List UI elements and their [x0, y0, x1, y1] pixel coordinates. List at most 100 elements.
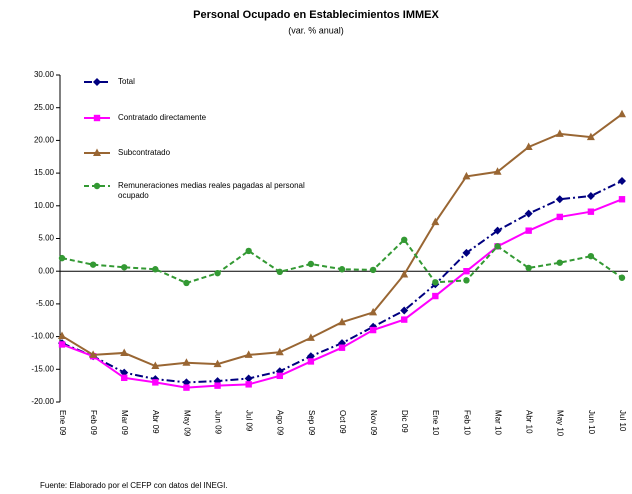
- data-point: [618, 176, 626, 185]
- x-tick-label: Abr 10: [525, 410, 534, 434]
- y-tick-label: 10.00: [34, 201, 55, 210]
- data-point: [121, 264, 128, 271]
- data-point: [89, 350, 98, 358]
- data-point: [463, 268, 470, 275]
- x-tick-label: Jul 09: [245, 410, 254, 432]
- data-point: [58, 331, 66, 339]
- data-point: [400, 269, 409, 278]
- data-point: [276, 268, 283, 276]
- x-tick-label: Oct 09: [338, 410, 347, 434]
- data-point: [556, 259, 563, 266]
- data-point: [214, 269, 221, 277]
- data-point: [307, 358, 315, 365]
- y-tick-label: 0.00: [38, 266, 54, 275]
- legend-label: Total: [118, 77, 135, 86]
- y-tick-label: -5.00: [36, 299, 55, 308]
- y-tick-label: -10.00: [31, 332, 54, 341]
- data-point: [244, 350, 253, 358]
- y-tick-label: -15.00: [31, 364, 54, 373]
- data-point: [525, 264, 532, 272]
- data-point: [493, 226, 502, 235]
- data-point: [89, 261, 97, 268]
- data-point: [431, 217, 440, 226]
- data-point: [400, 306, 409, 315]
- data-point: [338, 344, 346, 351]
- series-line: [61, 180, 623, 384]
- data-point: [432, 292, 439, 300]
- data-point: [494, 243, 501, 250]
- data-point: [152, 266, 159, 273]
- data-point: [276, 372, 283, 380]
- data-point: [338, 317, 346, 326]
- x-tick-label: Sep 09: [307, 410, 316, 436]
- data-point: [306, 333, 315, 341]
- x-tick-label: Nov 09: [369, 410, 378, 436]
- data-point: [618, 196, 626, 203]
- x-tick-label: Ene 09: [58, 410, 67, 436]
- x-tick-label: Feb 10: [462, 410, 471, 435]
- data-point: [182, 378, 191, 387]
- y-tick-label: 20.00: [34, 136, 55, 145]
- data-point: [432, 279, 439, 286]
- data-point: [183, 384, 190, 391]
- legend-marker: [93, 182, 101, 190]
- y-tick-label: 30.00: [34, 70, 55, 79]
- data-point: [587, 252, 595, 260]
- data-point: [462, 171, 471, 180]
- x-tick-label: Ene 10: [431, 410, 440, 436]
- x-tick-label: Jun 09: [213, 410, 222, 435]
- x-tick-label: Feb 09: [89, 410, 98, 435]
- data-point: [213, 359, 222, 368]
- data-point: [152, 379, 159, 386]
- data-point: [244, 374, 253, 383]
- data-point: [245, 247, 252, 255]
- data-point: [121, 374, 128, 382]
- chart-subtitle: (var. % anual): [288, 25, 344, 35]
- legend-label: Remuneraciones medias reales pagadas al …: [118, 181, 305, 200]
- x-tick-label: May 09: [182, 410, 191, 437]
- data-point: [463, 277, 470, 284]
- y-tick-label: 5.00: [38, 234, 54, 243]
- data-point: [586, 132, 595, 141]
- y-tick-label: 25.00: [34, 103, 55, 112]
- x-tick-label: Dic 09: [400, 410, 409, 433]
- data-point: [401, 236, 408, 244]
- x-tick-label: Jul 10: [618, 410, 627, 432]
- chart-title: Personal Ocupado en Establecimientos IMM…: [193, 9, 439, 21]
- data-point: [183, 279, 190, 287]
- y-tick-label: -20.00: [31, 397, 54, 406]
- legend-label: Contratado directamente: [118, 113, 207, 122]
- data-point: [462, 248, 471, 257]
- legend-label: Subcontratado: [118, 148, 171, 157]
- data-point: [618, 109, 626, 118]
- series-line: [61, 238, 623, 285]
- data-point: [555, 129, 564, 137]
- data-point: [306, 352, 315, 361]
- data-point: [120, 368, 129, 377]
- data-point: [182, 358, 191, 366]
- x-tick-label: Mar 09: [120, 410, 129, 435]
- data-point: [307, 260, 315, 268]
- data-point: [618, 274, 626, 281]
- data-point: [120, 348, 129, 356]
- data-point: [275, 347, 284, 356]
- data-point: [338, 266, 346, 273]
- source-note: Fuente: Elaborado por el CEFP con datos …: [40, 481, 228, 490]
- data-point: [493, 167, 502, 175]
- legend-marker: [93, 78, 101, 86]
- x-tick-label: Ago 09: [276, 410, 285, 436]
- data-point: [556, 213, 563, 221]
- data-point: [58, 254, 66, 262]
- data-point: [58, 341, 66, 348]
- data-point: [525, 227, 532, 234]
- x-tick-label: Jun 10: [587, 410, 596, 435]
- data-point: [401, 316, 408, 323]
- data-point: [214, 382, 221, 389]
- x-tick-label: Mar 10: [493, 410, 502, 435]
- data-point: [369, 307, 378, 316]
- data-point: [586, 191, 595, 200]
- x-tick-label: Abr 09: [151, 410, 160, 434]
- data-point: [369, 266, 377, 274]
- legend-marker: [93, 148, 101, 156]
